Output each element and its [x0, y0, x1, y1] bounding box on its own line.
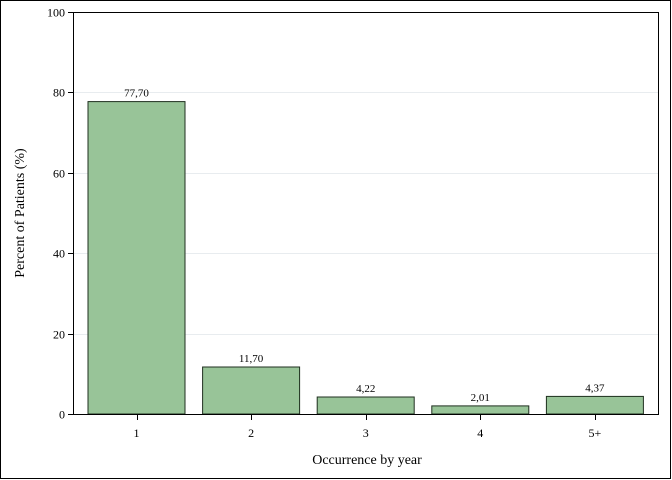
y-tick-label: 0 [59, 408, 65, 422]
x-tick-label: 5+ [589, 426, 602, 440]
y-tick-label: 80 [53, 86, 65, 100]
y-axis-title: Percent of Patients (%) [13, 148, 28, 278]
y-tick-label: 100 [47, 6, 65, 20]
x-axis: 1 2 3 4 5+ [134, 414, 602, 440]
bar-3 [316, 396, 415, 415]
bar-value-label: 4,37 [585, 382, 605, 394]
y-tick-label: 60 [53, 167, 65, 181]
bar-value-label: 2,01 [471, 392, 490, 404]
x-tick-label: 3 [363, 426, 369, 440]
bar-value-label: 4,22 [356, 383, 375, 395]
bar-value-labels: 77,70 11,70 4,22 2,01 4,37 [124, 88, 605, 404]
x-axis-title: Occurrence by year [312, 453, 422, 468]
x-tick-label: 2 [248, 426, 254, 440]
bar-4 [431, 405, 530, 415]
bar-5+ [545, 395, 644, 415]
bar-value-label: 77,70 [124, 88, 149, 100]
y-axis: 0 20 40 60 80 100 [47, 6, 73, 422]
bar-value-label: 11,70 [239, 353, 264, 365]
y-tick-label: 20 [53, 328, 65, 342]
x-tick-label: 1 [134, 426, 140, 440]
y-tick-label: 40 [53, 247, 65, 261]
bar-2 [202, 366, 301, 415]
x-tick-label: 4 [477, 426, 483, 440]
bar-1 [87, 101, 186, 415]
